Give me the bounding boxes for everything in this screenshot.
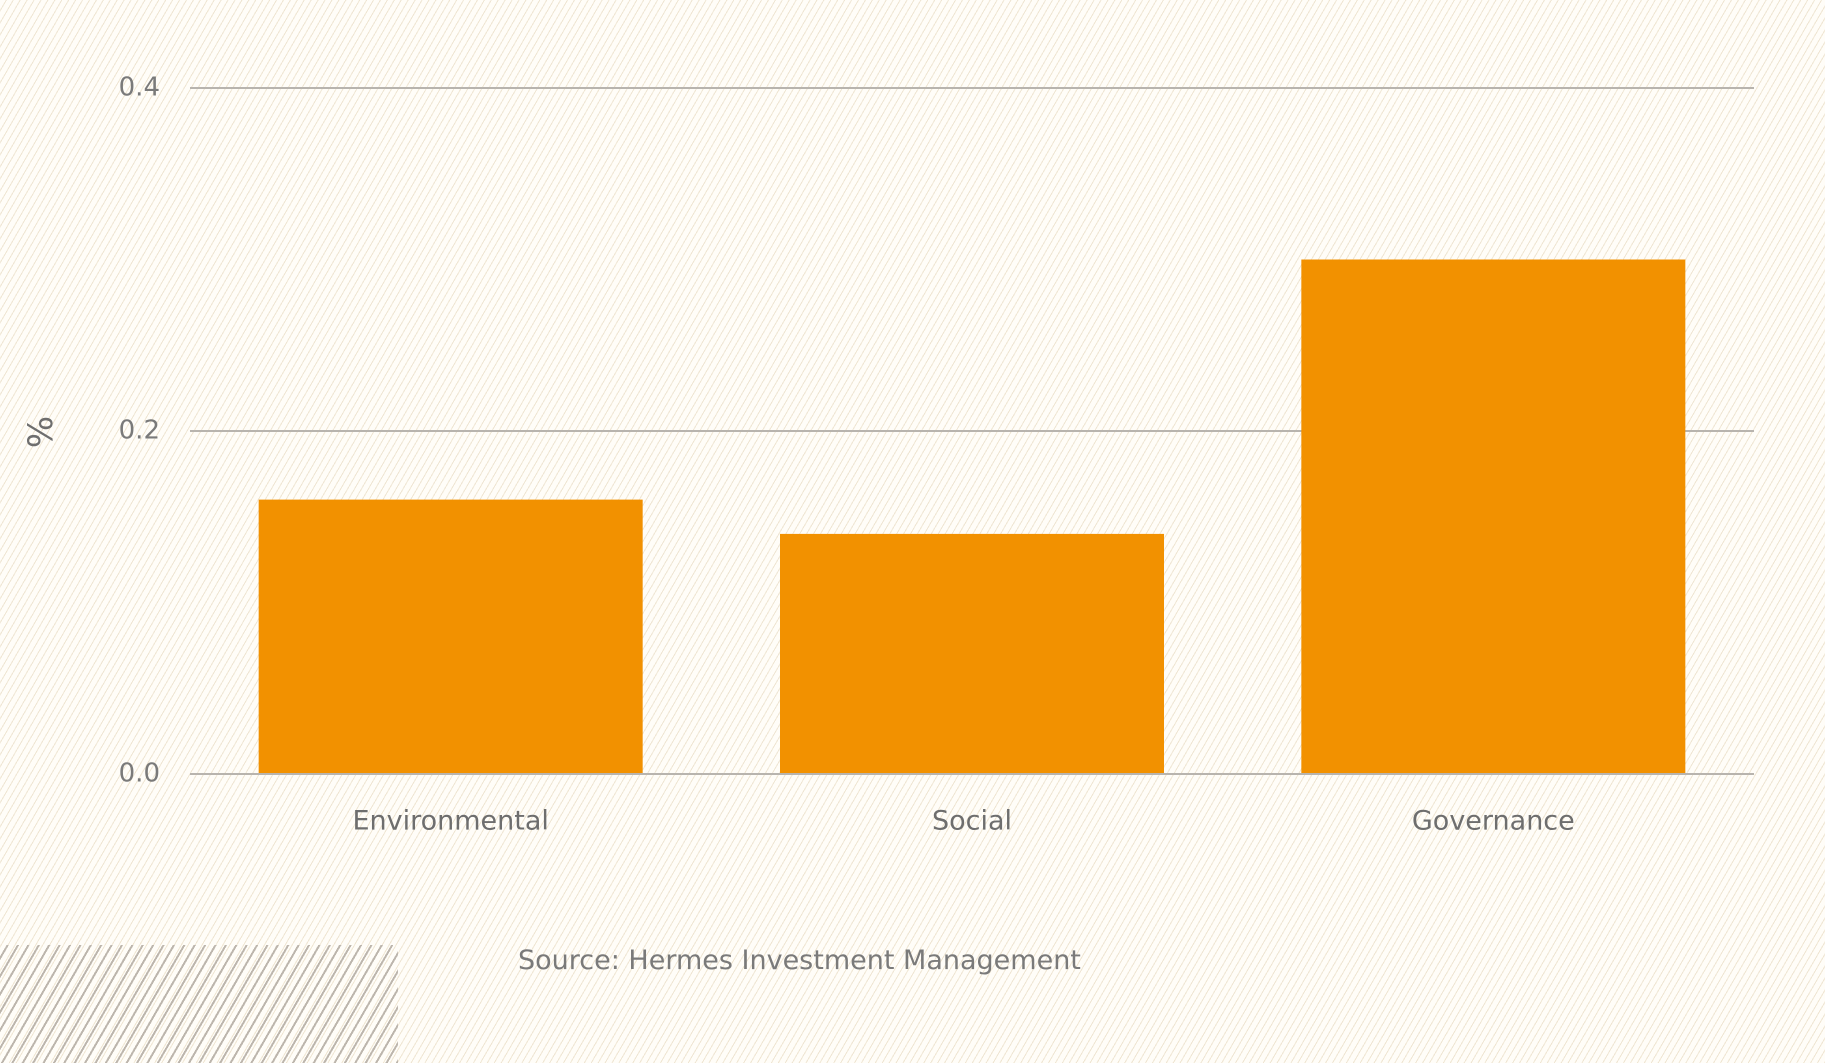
bar-governance [1301,259,1686,774]
source-note: Source: Hermes Investment Management [518,945,1081,976]
y-tick-label: 0.4 [119,73,160,103]
bar-social [780,533,1164,774]
category-labels: Environmental Social Governance [352,806,1574,837]
x-tick-label: Governance [1412,806,1575,837]
bar-environmental [258,499,643,774]
x-tick-label: Environmental [352,806,548,837]
y-tick-labels: 0.0 0.2 0.4 [119,73,160,789]
y-axis-title: % [19,416,59,448]
y-tick-label: 0.0 [119,759,160,789]
x-tick-label: Social [932,806,1012,837]
y-tick-label: 0.2 [119,416,160,446]
bars [190,259,1754,775]
decorative-hatch-block [0,945,398,1063]
